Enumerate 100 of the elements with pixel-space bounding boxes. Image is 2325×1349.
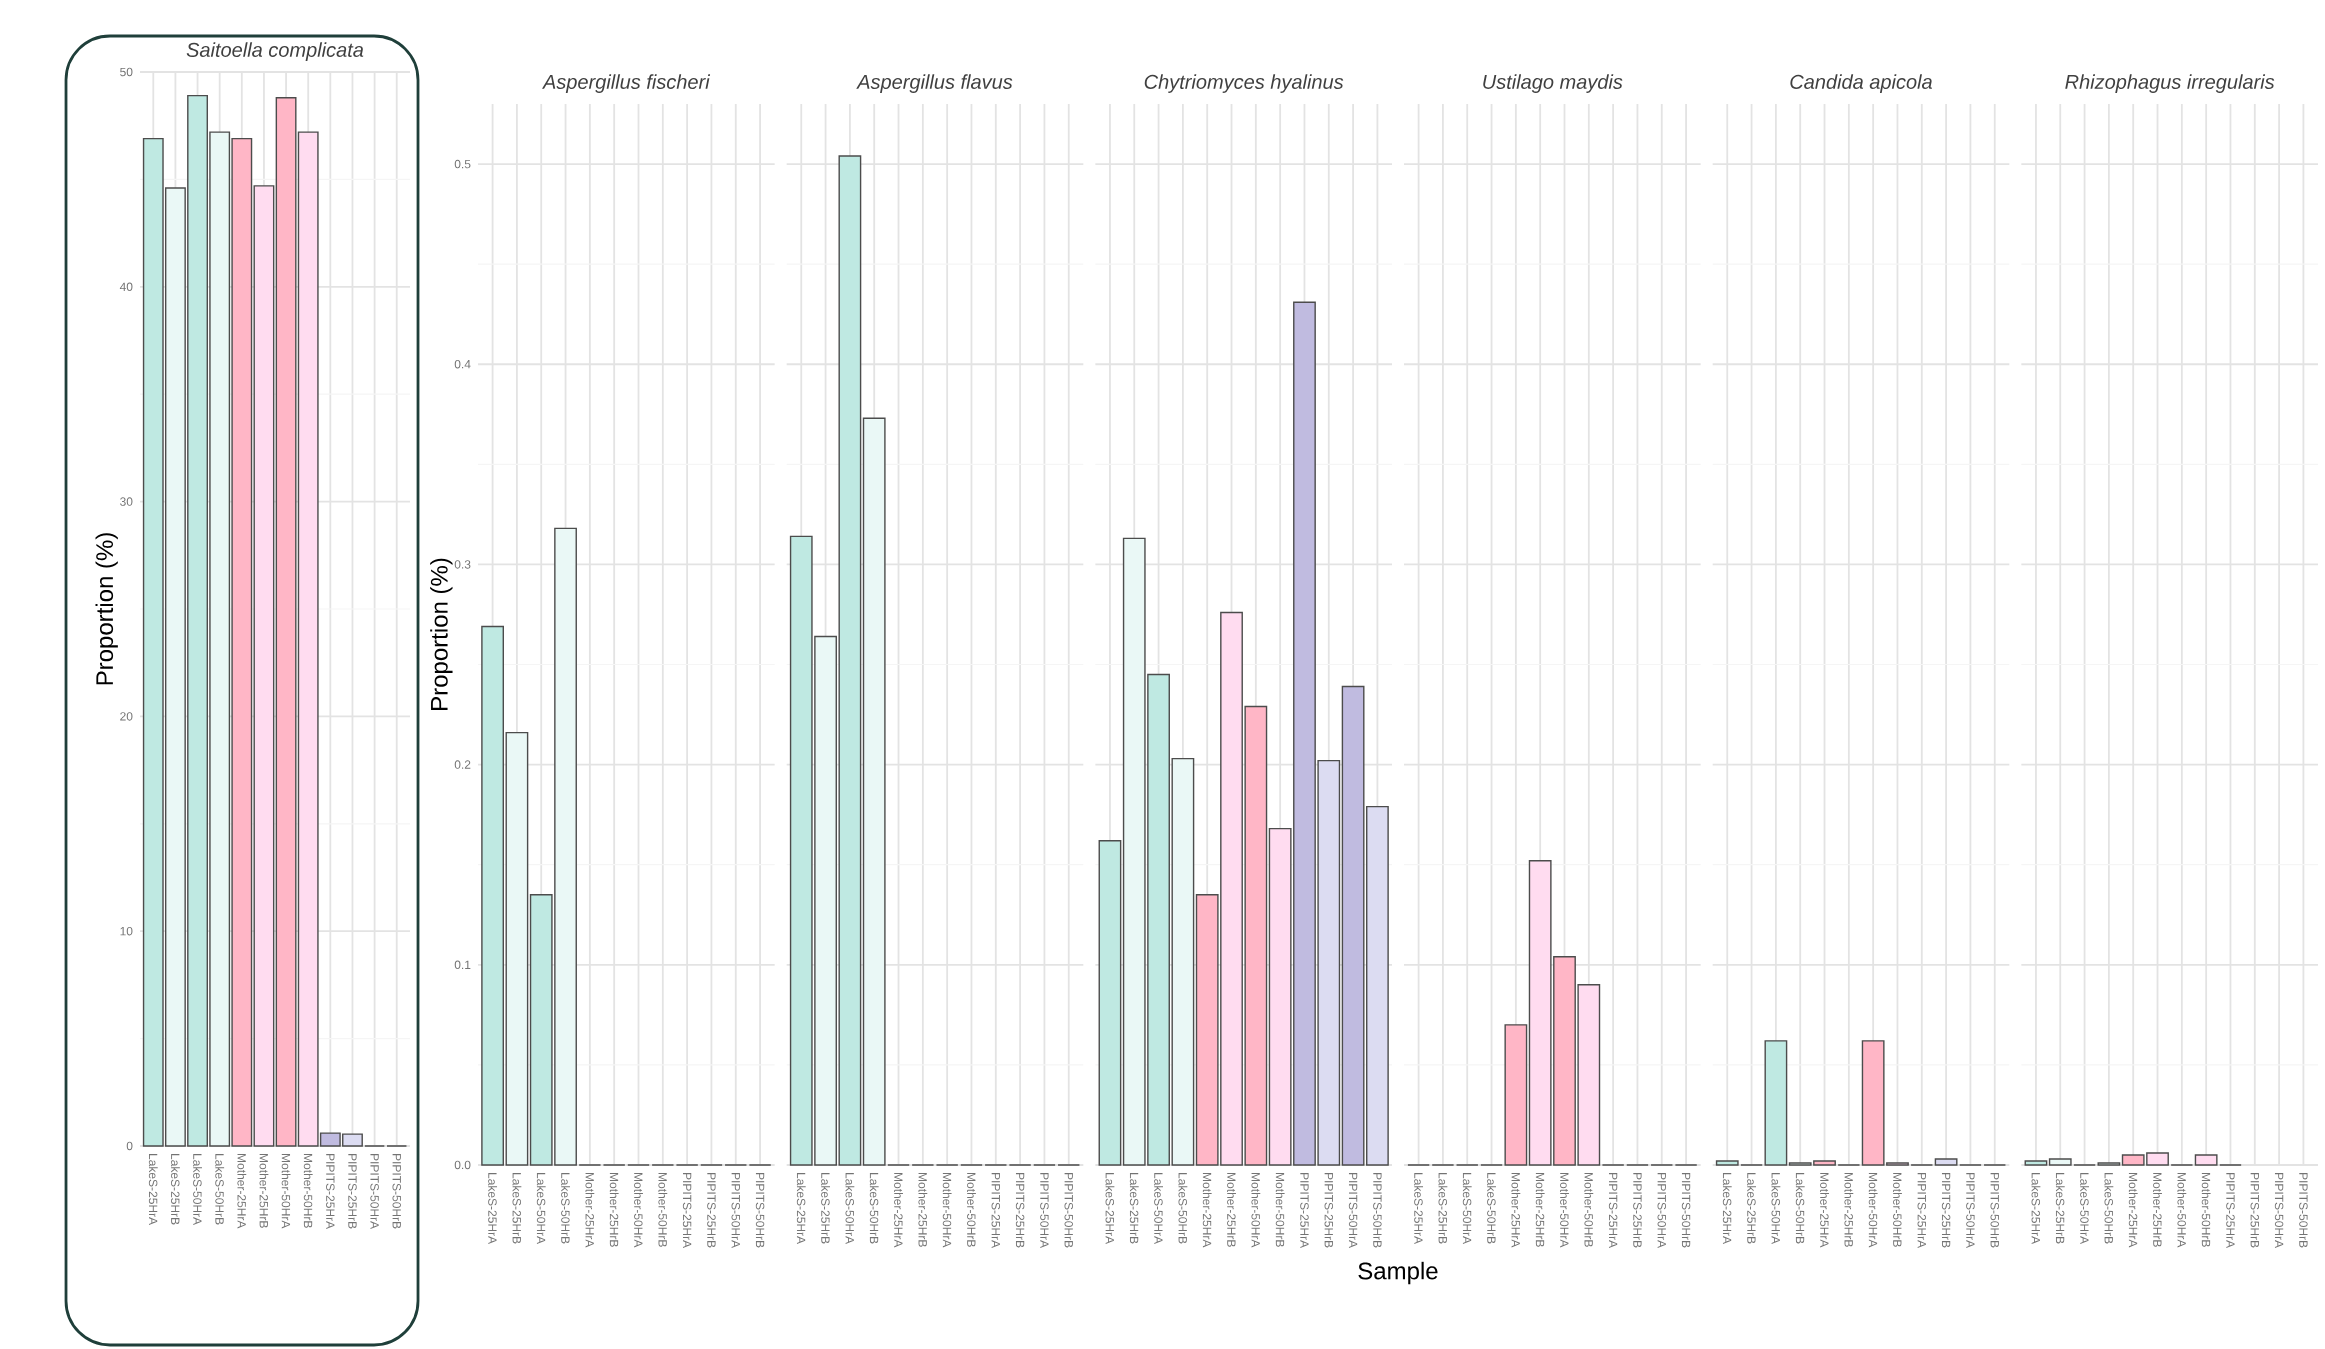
x-tick-label: Mother-50HrA	[281, 1154, 291, 1229]
x-tick-label: Mother-50HrA	[1560, 1173, 1569, 1248]
x-tick-label: Mother-25HrA	[237, 1154, 247, 1229]
x-tick-label: Mother-25HrB	[1227, 1173, 1236, 1247]
x-tick-label: Mother-25HrA	[2128, 1173, 2138, 1248]
x-tick-label: PIPITS-25HrA	[1300, 1173, 1309, 1249]
chart-title: Ustilago maydis	[1483, 74, 1623, 93]
x-tick-label: Mother-25HrB	[1844, 1173, 1854, 1247]
x-tick-label: LakeS-50HrB	[1178, 1173, 1188, 1244]
y-tick-label: 0.5	[454, 159, 471, 169]
x-tick-label: PIPITS-25HrB	[1941, 1173, 1951, 1248]
x-tick-label: Mother-25HrB	[609, 1173, 619, 1247]
y-tick-label: 0.3	[454, 560, 471, 569]
x-tick-label: PIPITS-50HrB	[1064, 1173, 1073, 1248]
x-tick-label: LakeS-25HrA	[2031, 1173, 2041, 1245]
x-tick-label: Mother-25HrA	[1820, 1173, 1829, 1248]
x-tick-label: Mother-25HrB	[259, 1154, 269, 1228]
y-tick-label: 0	[126, 1141, 133, 1151]
x-tick-label: PIPITS-50HrA	[2274, 1173, 2284, 1249]
x-tick-label: Mother-50HrA	[1251, 1173, 1261, 1248]
x-tick-label: Mother-50HrB	[1584, 1173, 1594, 1247]
chart-title: Chytriomyces hyalinus	[1144, 74, 1344, 93]
x-tick-label: LakeS-50HrB	[215, 1154, 225, 1225]
x-tick-label: LakeS-50HrA	[2080, 1173, 2090, 1245]
chart-title: Aspergillus fischeri	[542, 74, 711, 93]
bar	[2024, 1160, 2048, 1166]
x-tick-label: PIPITS-25HrB	[2250, 1173, 2260, 1248]
y-tick-label: 0.4	[454, 360, 471, 369]
x-tick-label: LakeS-50HrB	[561, 1173, 570, 1244]
x-tick-label: PIPITS-25HrB	[348, 1154, 357, 1229]
x-tick-label: PIPITS-50HrA	[1966, 1173, 1975, 1249]
x-tick-label: LakeS-50HrA	[536, 1173, 546, 1245]
bar	[2048, 1158, 2072, 1166]
x-tick-label: Mother-25HrB	[2153, 1173, 2162, 1247]
y-tick-label: 0.0	[454, 1160, 471, 1170]
bar	[1504, 1024, 1528, 1166]
x-tick-label: Mother-50HrB	[1893, 1173, 1902, 1247]
x-tick-label: Mother-50HrA	[1868, 1173, 1878, 1248]
x-tick-label: LakeS-25HrB	[821, 1173, 831, 1244]
x-tick-label: Mother-50HrB	[303, 1154, 313, 1228]
x-tick-label: PIPITS-50HrB	[2299, 1173, 2308, 1248]
bar	[2194, 1154, 2218, 1166]
x-tick-label: LakeS-50HrA	[1154, 1173, 1164, 1245]
x-tick-label: Mother-50HrB	[658, 1173, 668, 1247]
chart-title: Saitoella complicata	[186, 42, 364, 61]
chart-title: Aspergillus flavus	[856, 74, 1013, 93]
x-tick-label: Mother-50HrA	[942, 1173, 952, 1248]
y-tick-label: 0.2	[454, 760, 471, 769]
x-tick-label: Mother-25HrA	[1511, 1173, 1521, 1248]
x-tick-label: Mother-25HrB	[1535, 1173, 1545, 1247]
x-tick-label: Mother-25HrA	[585, 1173, 595, 1248]
x-tick-label: PIPITS-50HrB	[1373, 1173, 1382, 1248]
x-tick-label: PIPITS-25HrA	[991, 1173, 1001, 1249]
y-axis-title: Proportion (%)	[430, 558, 453, 710]
x-tick-label: PIPITS-50HrA	[1657, 1173, 1667, 1249]
chart-title: Rhizophagus irregularis	[2065, 74, 2275, 93]
y-tick-label: 0.1	[454, 960, 471, 970]
x-tick-label: PIPITS-25HrB	[1015, 1173, 1025, 1248]
x-tick-label: LakeS-25HrA	[1414, 1173, 1424, 1245]
x-tick-label: LakeS-25HrA	[1722, 1173, 1732, 1245]
x-tick-label: PIPITS-50HrA	[370, 1154, 379, 1230]
x-tick-label: LakeS-50HrA	[1462, 1173, 1472, 1245]
x-tick-label: LakeS-25HrB	[1438, 1173, 1448, 1244]
x-tick-label: PIPITS-50HrB	[392, 1154, 401, 1229]
x-tick-label: LakeS-25HrB	[1129, 1173, 1139, 1244]
x-tick-label: Mother-50HrA	[2177, 1173, 2187, 1248]
y-tick-label: 10	[120, 926, 133, 936]
y-tick-label: 20	[120, 712, 133, 721]
x-tick-label: LakeS-50HrB	[2104, 1173, 2114, 1244]
x-tick-label: LakeS-25HrB	[2055, 1173, 2065, 1244]
x-tick-label: PIPITS-50HrB	[755, 1173, 765, 1248]
x-tick-label: PIPITS-25HrA	[1608, 1173, 1618, 1249]
y-axis-title: Proportion (%)	[95, 533, 118, 685]
x-axis-title: Sample	[1358, 1261, 1438, 1285]
chart-title: Candida apicola	[1790, 74, 1932, 93]
x-tick-label: Mother-25HrA	[1202, 1173, 1212, 1248]
bar	[481, 625, 504, 1166]
x-tick-label: Mother-50HrA	[634, 1173, 643, 1248]
x-tick-label: PIPITS-25HrB	[1324, 1173, 1334, 1248]
y-tick-label: 30	[120, 497, 133, 506]
x-tick-label: PIPITS-50HrA	[1348, 1173, 1358, 1249]
x-tick-label: LakeS-50HrA	[1771, 1173, 1781, 1245]
x-tick-label: PIPITS-25HrA	[682, 1173, 692, 1249]
bar	[1934, 1158, 1958, 1166]
x-tick-label: PIPITS-25HrA	[2226, 1173, 2235, 1249]
x-tick-label: LakeS-50HrB	[1487, 1173, 1496, 1244]
x-tick-label: PIPITS-25HrB	[1633, 1173, 1642, 1248]
x-tick-label: PIPITS-25HrA	[1917, 1173, 1927, 1249]
x-tick-label: PIPITS-50HrA	[731, 1173, 740, 1249]
x-tick-label: LakeS-25HrA	[148, 1154, 158, 1226]
x-tick-label: LakeS-25HrB	[171, 1154, 180, 1225]
x-tick-label: LakeS-50HrB	[1795, 1173, 1805, 1244]
x-tick-label: Mother-25HrB	[918, 1173, 928, 1247]
x-tick-label: Mother-50HrB	[1275, 1173, 1285, 1247]
y-tick-label: 40	[119, 282, 133, 292]
x-tick-label: LakeS-25HrB	[1747, 1173, 1757, 1244]
bar	[253, 185, 275, 1147]
x-tick-label: Mother-25HrA	[894, 1173, 903, 1248]
bar	[1715, 1160, 1739, 1166]
x-tick-label: PIPITS-25HrA	[326, 1154, 335, 1230]
